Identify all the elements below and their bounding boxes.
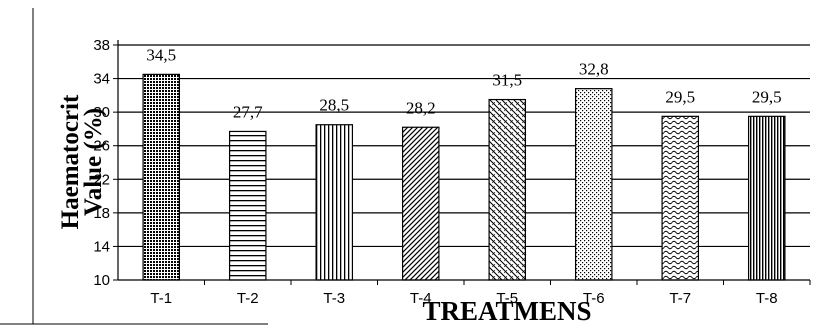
- x-tick-label: T-3: [323, 290, 345, 307]
- bar-t-1: [142, 73, 181, 281]
- y-tick-label: 30: [93, 104, 110, 121]
- gridlines: [113, 44, 810, 281]
- y-tick-label: 10: [93, 272, 110, 289]
- data-label: 28,2: [406, 98, 436, 117]
- y-tick-label: 26: [93, 138, 110, 155]
- data-label: 32,8: [579, 60, 609, 79]
- x-tick-label: T-7: [669, 290, 691, 307]
- data-label: 28,5: [319, 96, 349, 115]
- data-label: 31,5: [492, 71, 522, 90]
- y-axis-label-line2: Value (%): [80, 108, 107, 216]
- bar-t-3: [315, 124, 354, 281]
- y-tick-label: 34: [93, 71, 110, 88]
- data-label: 27,7: [233, 102, 263, 121]
- data-label: 29,5: [752, 87, 782, 106]
- x-tick-labels: T-1 T-2 T-3 T-4 T-5 T-6 T-7 T-8: [150, 290, 777, 307]
- bar-t-7: [661, 115, 700, 281]
- y-tick-label: 14: [93, 238, 110, 255]
- x-tick-label: T-2: [237, 290, 259, 307]
- data-label: 34,5: [146, 45, 176, 64]
- data-labels: 34,5 27,7 28,5 28,2 31,5 32,8 29,5 29,5: [146, 45, 781, 121]
- x-tick-label: T-1: [150, 290, 172, 307]
- x-tick-label: T-4: [410, 290, 432, 307]
- x-tick-label: T-8: [756, 290, 778, 307]
- y-tick-labels: 38 34 30 26 22 18 14 10: [93, 37, 110, 289]
- y-tick-label: 38: [93, 37, 110, 54]
- bar-t-6: [574, 88, 613, 281]
- x-tick-label: T-5: [496, 290, 518, 307]
- bar-t-2: [228, 130, 267, 281]
- y-tick-label: 22: [93, 171, 110, 188]
- y-tick-label: 18: [93, 205, 110, 222]
- axes: [117, 40, 811, 285]
- data-label: 29,5: [665, 87, 695, 106]
- y-axis-label-line1: Haematocrit: [57, 94, 84, 229]
- x-tick-label: T-6: [583, 290, 605, 307]
- bar-t-5: [488, 98, 527, 281]
- bar-t-4: [401, 126, 440, 281]
- x-axis-label: TREATMENS: [422, 296, 591, 326]
- bar-t-8: [747, 115, 786, 281]
- bars: [142, 73, 786, 281]
